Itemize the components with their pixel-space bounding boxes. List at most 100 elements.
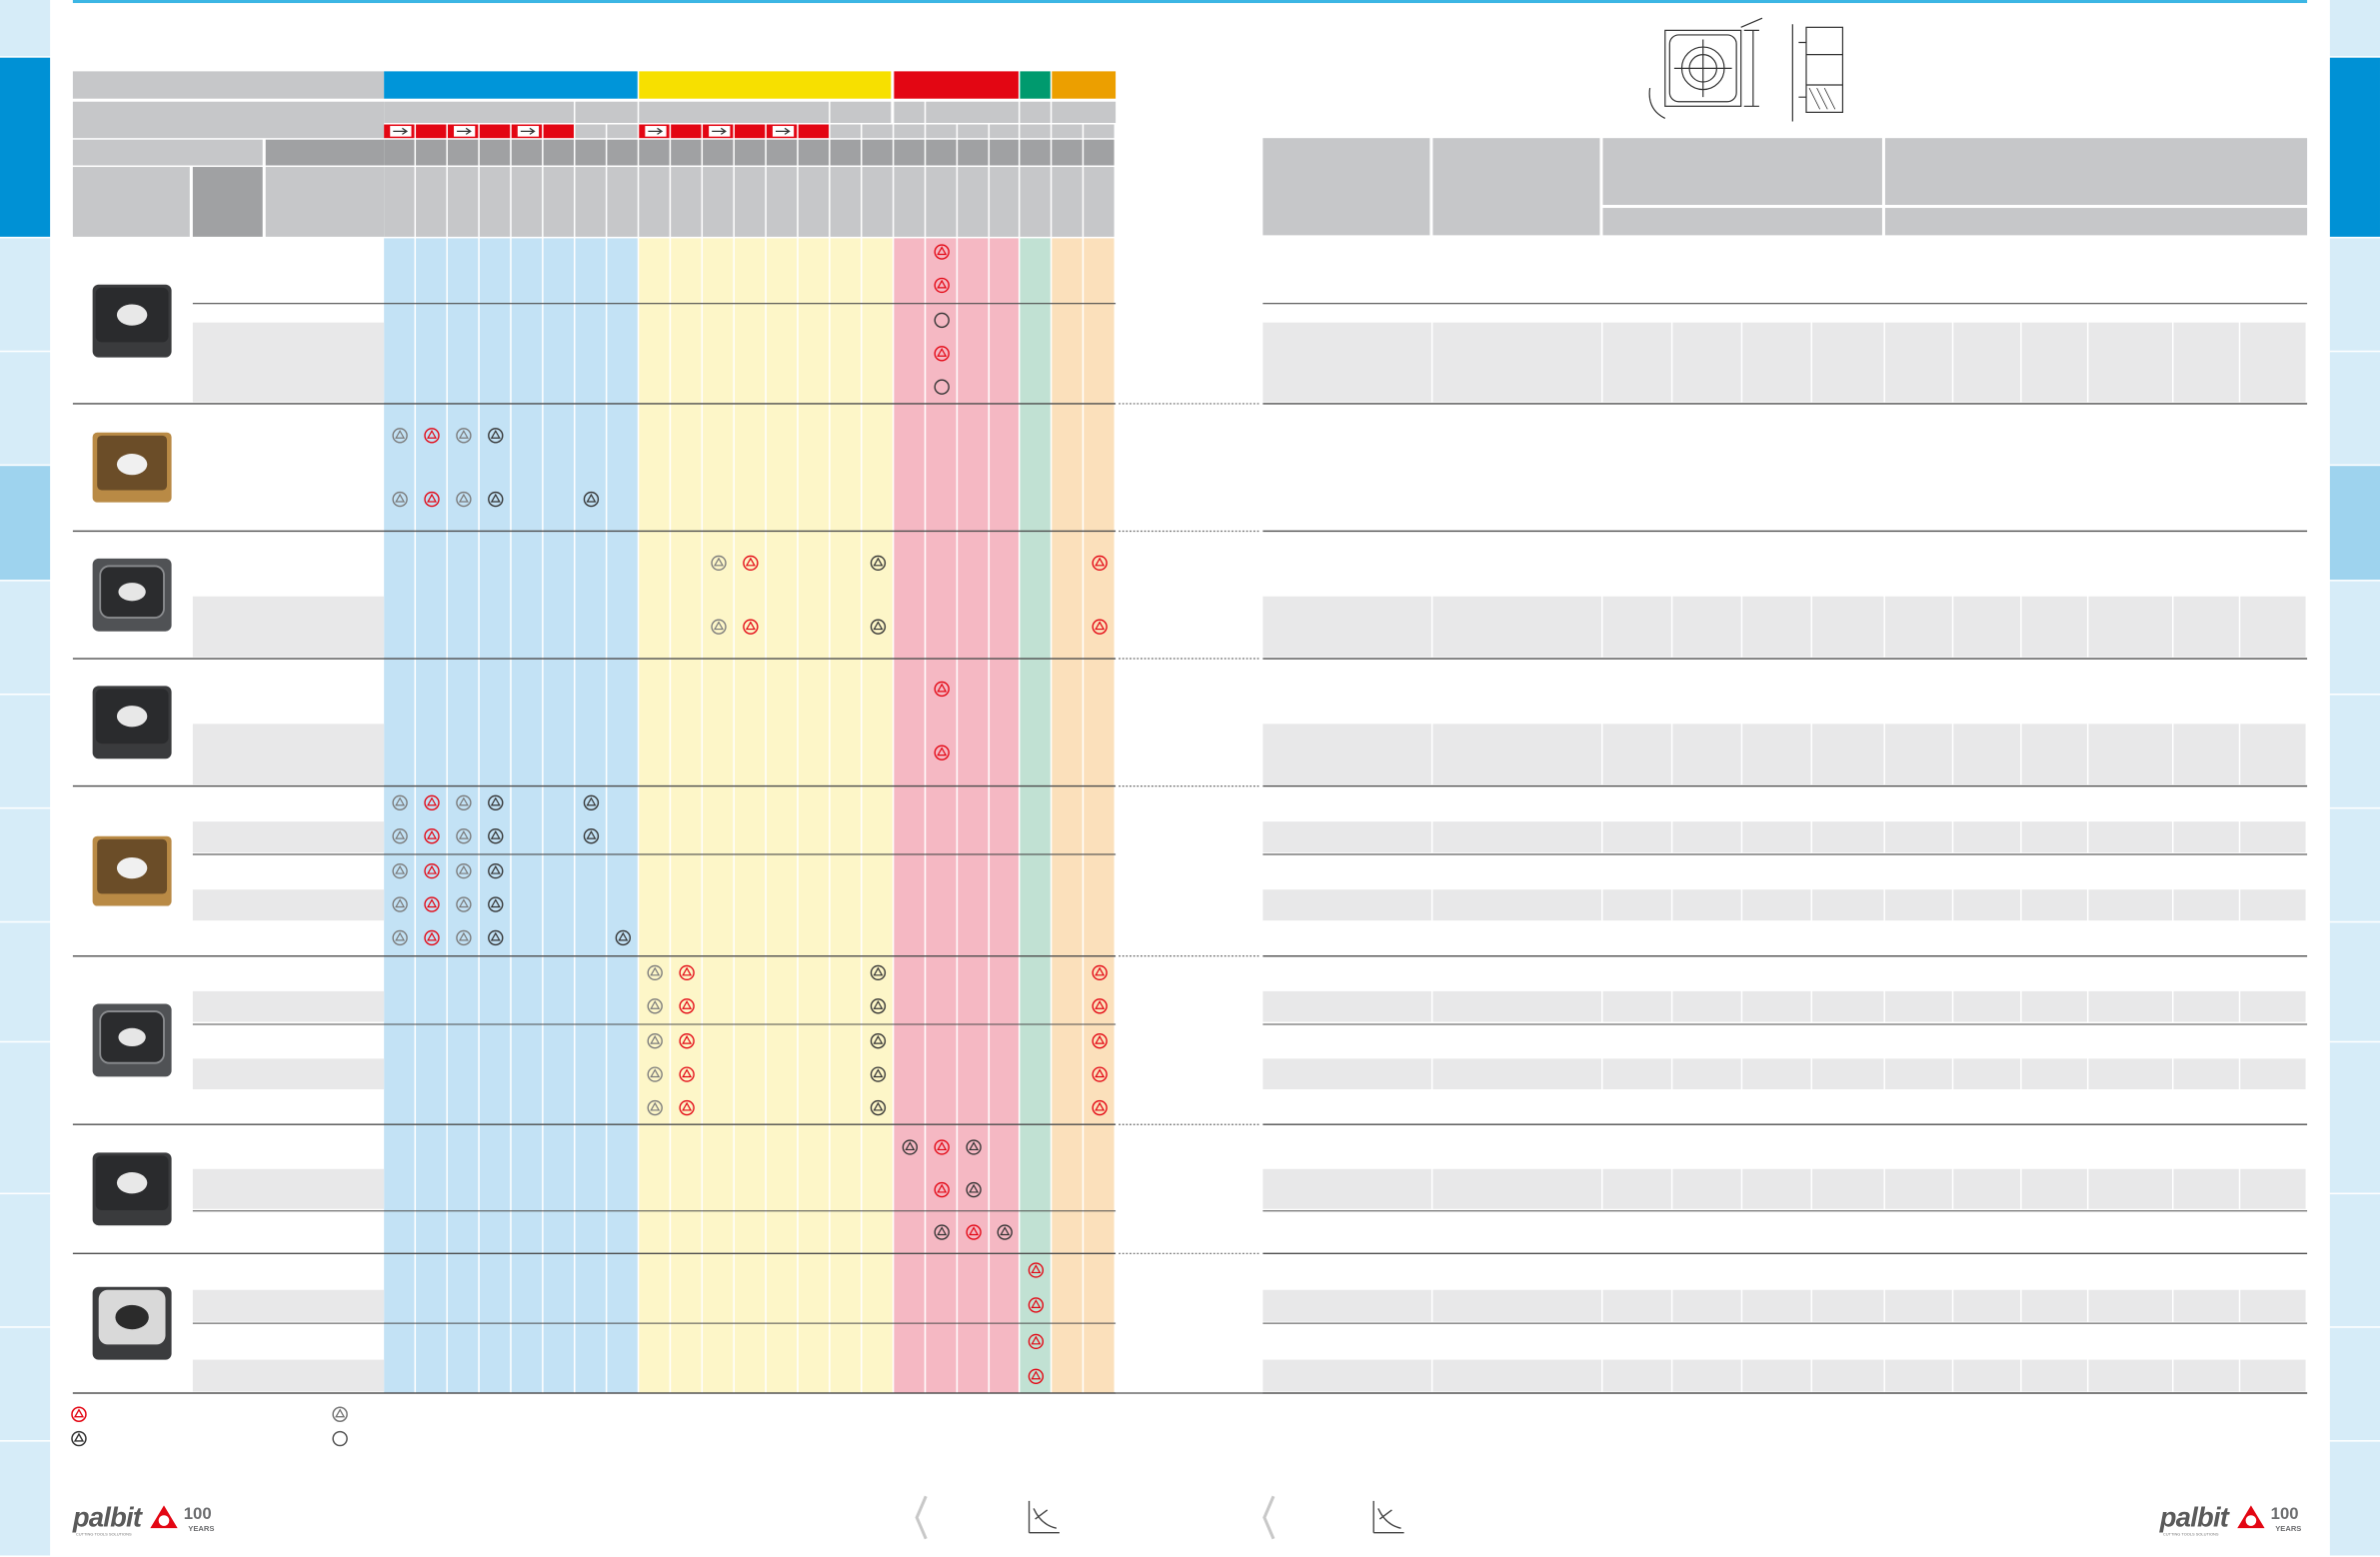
red-triangle-icon bbox=[424, 828, 440, 844]
side-tab[interactable] bbox=[2329, 57, 2380, 237]
black-triangle-icon bbox=[870, 1099, 887, 1116]
side-tab[interactable] bbox=[0, 1042, 51, 1193]
insert-chipbreaker-icon bbox=[92, 1003, 172, 1077]
gray-triangle-icon bbox=[647, 1066, 663, 1082]
cutting-chart-icon bbox=[1372, 1500, 1404, 1534]
red-triangle-icon bbox=[679, 1066, 695, 1082]
black-triangle-icon bbox=[583, 828, 600, 844]
gray-triangle-icon bbox=[711, 619, 727, 635]
brand-logo-icon bbox=[150, 1505, 178, 1529]
black-triangle-icon bbox=[870, 619, 887, 635]
side-tab[interactable] bbox=[0, 581, 51, 694]
red-triangle-icon bbox=[1092, 998, 1108, 1014]
side-tab[interactable] bbox=[2329, 695, 2380, 807]
black-triangle-icon bbox=[966, 1181, 982, 1198]
side-tab[interactable] bbox=[2329, 1194, 2380, 1327]
right-side-tabs bbox=[2329, 0, 2380, 1557]
gray-triangle-icon bbox=[392, 491, 408, 508]
side-tab[interactable] bbox=[0, 0, 51, 57]
red-triangle-icon bbox=[1092, 964, 1108, 981]
side-tab[interactable] bbox=[2329, 1327, 2380, 1441]
gray-triangle-icon bbox=[456, 428, 472, 444]
gray-triangle-icon bbox=[647, 1099, 663, 1116]
gray-triangle-icon bbox=[711, 555, 727, 572]
red-triangle-icon bbox=[679, 1033, 695, 1049]
cutting-data-link-left[interactable] bbox=[911, 1492, 1063, 1547]
black-triangle-icon bbox=[583, 491, 600, 508]
circle-icon bbox=[934, 379, 950, 395]
gray-triangle-icon bbox=[456, 896, 472, 912]
side-tab[interactable] bbox=[0, 922, 51, 1041]
side-tab[interactable] bbox=[0, 352, 51, 465]
gray-triangle-icon bbox=[456, 862, 472, 879]
anniversary-label: YEARS bbox=[2275, 1525, 2302, 1535]
legend bbox=[70, 1405, 404, 1451]
anniversary-label: YEARS bbox=[188, 1525, 215, 1535]
black-triangle-icon bbox=[870, 1066, 887, 1082]
side-tab[interactable] bbox=[2329, 352, 2380, 465]
red-triangle-icon bbox=[679, 1099, 695, 1116]
side-tab[interactable] bbox=[0, 1441, 51, 1556]
insert-gold-icon bbox=[92, 432, 172, 503]
side-tab[interactable] bbox=[2329, 581, 2380, 694]
red-triangle-icon bbox=[424, 896, 440, 912]
anniversary-number: 100 bbox=[2270, 1505, 2299, 1524]
red-triangle-icon bbox=[1092, 619, 1108, 635]
red-triangle-icon bbox=[1092, 1033, 1108, 1049]
black-triangle-icon bbox=[870, 964, 887, 981]
red-triangle-icon bbox=[1092, 1066, 1108, 1082]
red-triangle-icon bbox=[424, 929, 440, 946]
side-tab[interactable] bbox=[0, 808, 51, 921]
red-triangle-icon bbox=[679, 998, 695, 1014]
side-tab[interactable] bbox=[2329, 922, 2380, 1041]
gray-triangle-icon bbox=[392, 794, 408, 810]
black-triangle-icon bbox=[583, 794, 600, 810]
insert-wiper-icon bbox=[92, 1286, 172, 1360]
gray-triangle-icon bbox=[392, 929, 408, 946]
insert-technical-drawing bbox=[1634, 12, 1862, 133]
footer-brand-right: palbit CUTTING TOOLS SOLUTIONS 100 YEARS bbox=[2160, 1499, 2327, 1545]
top-accent-line bbox=[72, 0, 2308, 3]
red-triangle-icon bbox=[1028, 1333, 1045, 1350]
gray-triangle-icon bbox=[647, 998, 663, 1014]
gray-triangle-icon bbox=[647, 1033, 663, 1049]
side-tab[interactable] bbox=[2329, 1042, 2380, 1193]
insert-dark-icon bbox=[92, 284, 172, 358]
black-triangle-icon bbox=[870, 555, 887, 572]
black-triangle-icon bbox=[934, 1224, 950, 1240]
red-triangle-icon bbox=[934, 745, 950, 761]
gray-triangle-icon bbox=[332, 1406, 348, 1423]
red-triangle-icon bbox=[934, 681, 950, 698]
black-triangle-icon bbox=[997, 1224, 1013, 1240]
black-triangle-icon bbox=[615, 929, 632, 946]
black-triangle-icon bbox=[488, 896, 504, 912]
insert-dark-icon bbox=[92, 686, 172, 760]
side-tab[interactable] bbox=[2329, 238, 2380, 351]
red-triangle-icon bbox=[743, 619, 759, 635]
red-triangle-icon bbox=[934, 1139, 950, 1155]
side-tab[interactable] bbox=[0, 1194, 51, 1327]
side-tab[interactable] bbox=[0, 57, 51, 237]
red-triangle-icon bbox=[934, 346, 950, 362]
gray-triangle-icon bbox=[392, 428, 408, 444]
side-tab[interactable] bbox=[2329, 466, 2380, 581]
black-triangle-icon bbox=[488, 929, 504, 946]
brand-tagline: CUTTING TOOLS SOLUTIONS bbox=[2162, 1532, 2219, 1538]
black-triangle-icon bbox=[71, 1430, 87, 1447]
side-tab[interactable] bbox=[2329, 0, 2380, 57]
insert-chipbreaker-icon bbox=[92, 558, 172, 632]
side-tab[interactable] bbox=[2329, 1441, 2380, 1556]
side-tab[interactable] bbox=[0, 695, 51, 807]
cutting-data-link-right[interactable] bbox=[1258, 1492, 1410, 1547]
red-triangle-icon bbox=[679, 964, 695, 981]
side-tab[interactable] bbox=[2329, 808, 2380, 921]
side-tab[interactable] bbox=[0, 466, 51, 581]
black-triangle-icon bbox=[870, 998, 887, 1014]
red-triangle-icon bbox=[424, 862, 440, 879]
gray-triangle-icon bbox=[456, 491, 472, 508]
side-tab[interactable] bbox=[0, 238, 51, 351]
red-triangle-icon bbox=[71, 1406, 87, 1423]
red-triangle-icon bbox=[1028, 1297, 1045, 1313]
side-tab[interactable] bbox=[0, 1327, 51, 1441]
